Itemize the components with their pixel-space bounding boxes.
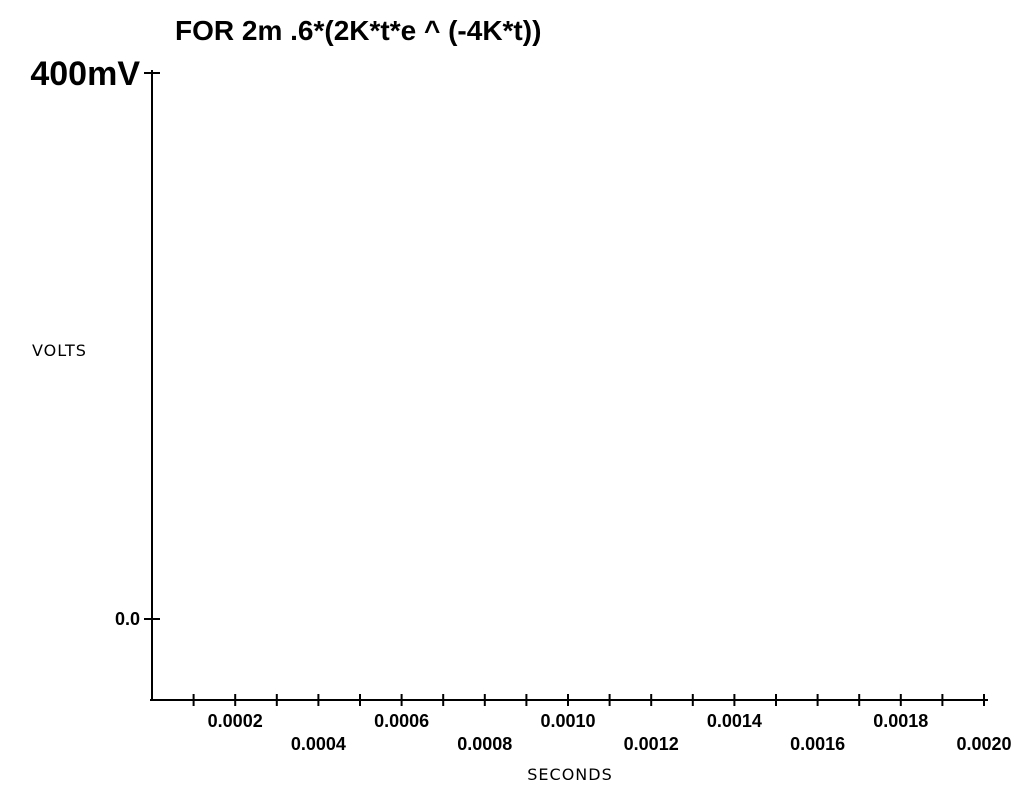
x-tick-label: 0.0016 [790, 734, 845, 754]
x-tick-label: 0.0004 [291, 734, 346, 754]
x-tick-label: 0.0008 [457, 734, 512, 754]
x-tick-label: 0.0002 [208, 711, 263, 731]
tick-labels: 400mV 0.0 0.0002 0.0004 0.0006 0.0008 0.0010 0.… [30, 55, 1011, 754]
x-tick-label: 0.0018 [873, 711, 928, 731]
x-axis-label: SECONDS [527, 765, 612, 784]
ticks [144, 72, 985, 706]
y-tick-label: 0.0 [115, 609, 140, 629]
x-tick-label: 0.0006 [374, 711, 429, 731]
x-tick-label: 0.0014 [707, 711, 762, 731]
x-tick-label: 0.0010 [540, 711, 595, 731]
chart-title: FOR 2m .6*(2K*t*e ^ (-4K*t)) [175, 15, 541, 46]
y-axis-label: VOLTS [32, 341, 87, 360]
x-tick-label: 0.0020 [956, 734, 1011, 754]
x-tick-label: 0.0012 [624, 734, 679, 754]
y-tick-label: 400mV [30, 55, 140, 93]
